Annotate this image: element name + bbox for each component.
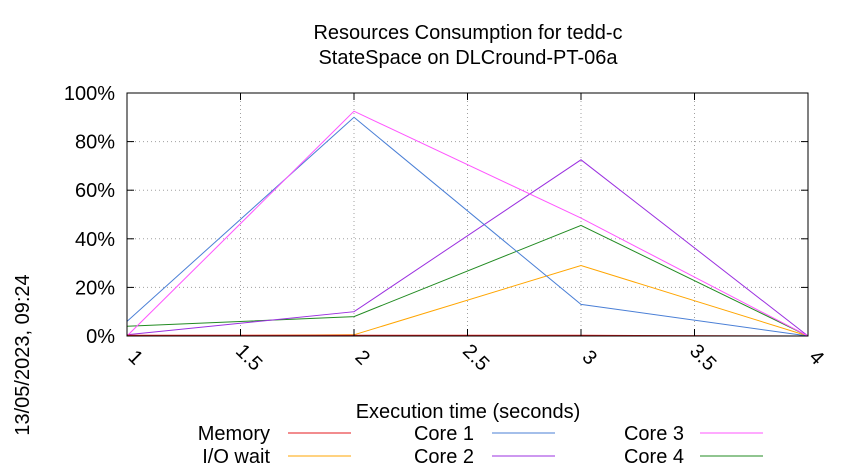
x-tick-label: 1 [124, 346, 147, 369]
legend-label: Core 1 [414, 423, 474, 445]
legend-label: I/O wait [202, 446, 270, 468]
x-tick-label: 1.5 [231, 340, 266, 375]
y-tick-label: 60% [75, 180, 115, 202]
y-tick-label: 20% [75, 277, 115, 299]
y-tick-label: 0% [86, 326, 115, 348]
chart-subtitle: StateSpace on DLCround-PT-06a [318, 47, 618, 69]
y-tick-label: 40% [75, 229, 115, 251]
timestamp-label: 13/05/2023, 09:24 [12, 274, 34, 435]
series-line-core-4 [126, 224, 809, 337]
x-tick-label: 2 [351, 346, 374, 369]
y-tick-label: 80% [75, 132, 115, 154]
x-tick-label: 3 [578, 346, 601, 369]
x-axis-label: Execution time (seconds) [356, 401, 581, 423]
y-axis-ticks: 0% 20% 40% 60% 80% 100% [64, 83, 808, 348]
chart-title: Resources Consumption for tedd-c [313, 22, 622, 44]
legend-label: Memory [198, 423, 270, 445]
legend-label: Core 2 [414, 446, 474, 468]
series-lines [126, 110, 809, 337]
x-tick-label: 2.5 [458, 340, 493, 375]
x-tick-label: 4 [805, 346, 828, 369]
grid [127, 93, 808, 336]
x-tick-label: 3.5 [685, 340, 720, 375]
series-line-core-3 [126, 110, 809, 337]
legend-label: Core 3 [624, 423, 684, 445]
y-tick-label: 100% [64, 83, 115, 105]
series-line-core-2 [126, 159, 809, 337]
legend-label: Core 4 [624, 446, 684, 468]
series-line-core-1 [126, 116, 809, 337]
